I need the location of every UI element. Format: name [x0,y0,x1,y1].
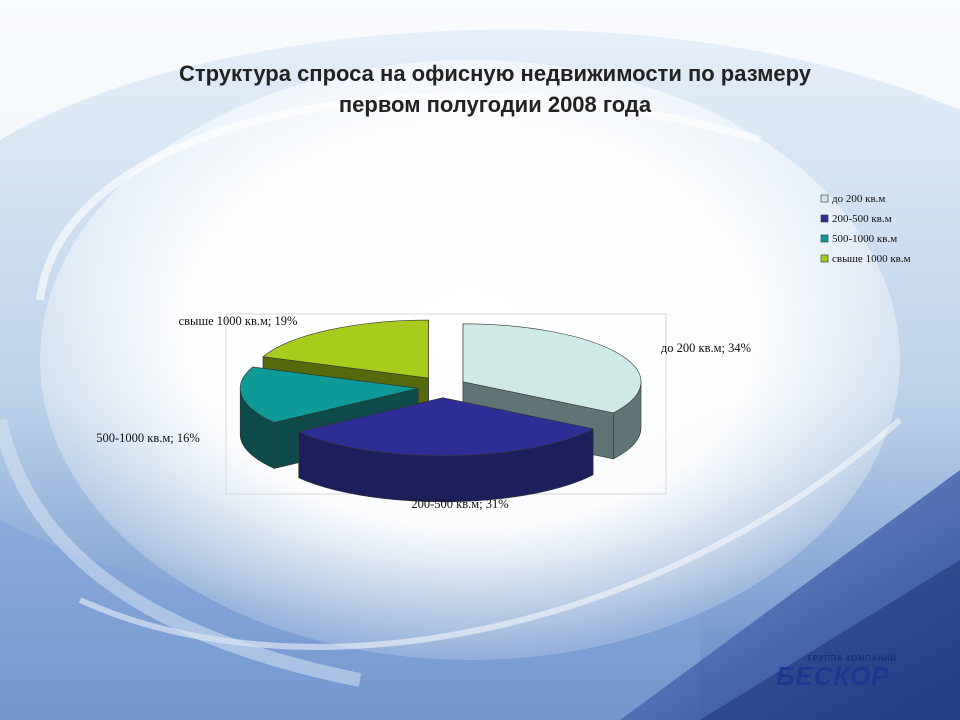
data-labels: до 200 кв.м; 34% 200-500 кв.м; 31% 500-100… [96,314,751,511]
legend-swatch [820,214,829,223]
legend-swatch [820,234,829,243]
chart-title-line-2: первом полугодии 2008 года [338,92,652,117]
legend-label: до 200 кв.м [832,193,885,205]
legend-item-3: 500-1000 кв.м [820,233,897,245]
legend-swatch [820,254,829,263]
data-label-4: свыше 1000 кв.м; 19% [179,314,298,328]
legend-item-4: свыше 1000 кв.м [820,253,911,265]
pie-slice-top [297,397,594,457]
legend-item-1: до 200 кв.м [820,193,885,205]
legend: до 200 кв.м 200-500 кв.м 500-1000 кв.м свыш… [820,193,911,265]
chart-title-line-1: Структура спроса на офисную недвижимости… [178,61,812,86]
pie-slice-top [239,366,419,423]
company-logo-text: БЕСКОР [776,661,890,691]
legend-swatch [820,194,829,203]
legend-label: свыше 1000 кв.м [832,253,911,265]
pie-slice-top [262,319,429,379]
pie-slice-top [462,323,642,414]
data-label-1: до 200 кв.м; 34% [661,341,751,355]
legend-label: 500-1000 кв.м [832,233,897,245]
data-label-2: 200-500 кв.м; 31% [411,497,508,511]
chart-title: Структура спроса на офисную недвижимости… [80,58,910,120]
legend-item-2: 200-500 кв.м [820,213,892,225]
legend-label: 200-500 кв.м [832,213,892,225]
pie-slices [239,319,642,503]
data-label-3: 500-1000 кв.м; 16% [96,431,200,445]
logo-caption: ГРУППА КОМПАНИЙ [808,654,897,663]
pie-slice-2 [297,397,594,503]
